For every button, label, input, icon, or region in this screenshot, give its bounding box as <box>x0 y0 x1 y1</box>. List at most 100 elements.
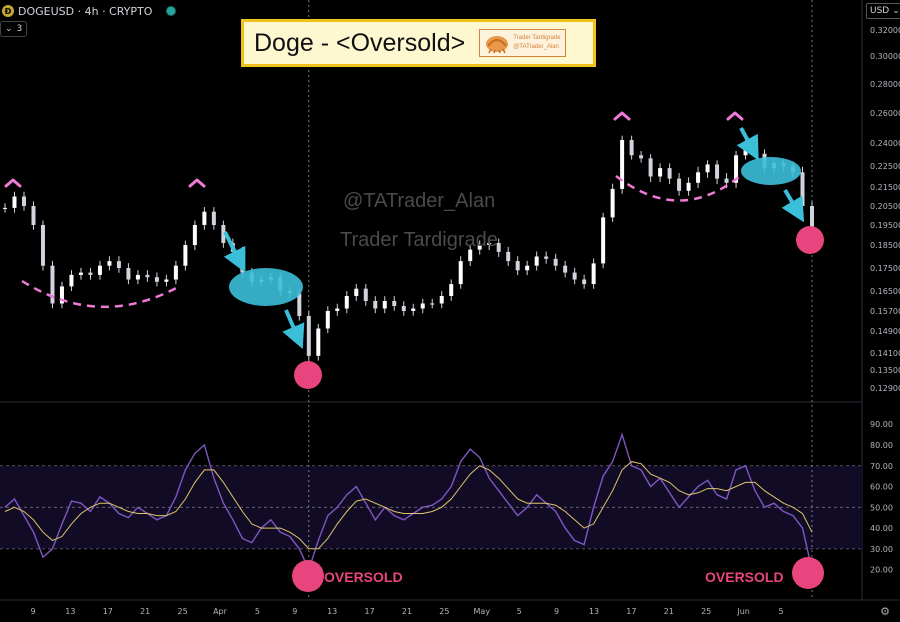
market-status-icon <box>166 6 177 16</box>
down-arrow-icon <box>282 309 305 350</box>
candle-body <box>468 249 473 262</box>
indicator-toggle-button[interactable]: ⌄ 3 <box>0 21 28 37</box>
price-tick-label: 0.22500 <box>870 162 900 171</box>
time-tick-label: 21 <box>664 607 674 616</box>
candle-body <box>211 211 216 225</box>
candle-body <box>430 303 435 305</box>
candle-body <box>344 296 349 309</box>
candle-body <box>126 268 131 280</box>
candle-body <box>667 168 672 179</box>
candle-body <box>173 265 178 280</box>
gear-icon[interactable]: ⚙ <box>880 605 890 618</box>
candle-body <box>648 158 653 177</box>
candle-body <box>116 261 121 268</box>
time-tick-label: Apr <box>213 607 228 616</box>
time-tick-label: 17 <box>103 607 113 616</box>
currency-dropdown[interactable]: USD ⌄ <box>866 3 900 19</box>
price-tick-label: 0.30000 <box>870 52 900 61</box>
candle-body <box>496 243 501 252</box>
oversold-marker <box>292 560 324 592</box>
down-arrow-icon <box>223 231 246 273</box>
rsi-tick-label: 70.00 <box>870 462 893 471</box>
peak-caret-icon <box>188 178 206 188</box>
oversold-marker <box>796 226 824 254</box>
candle-body <box>572 272 577 280</box>
candle-body <box>183 245 188 266</box>
peak-caret-icon <box>726 111 744 121</box>
time-tick-label: 9 <box>554 607 559 616</box>
chart-title: Doge - <Oversold> <box>254 28 466 57</box>
rsi-series <box>4 432 813 572</box>
rsi-tick-label: 90.00 <box>870 420 893 429</box>
candle-body <box>591 263 596 285</box>
currency-label: USD <box>870 6 890 16</box>
candle-body <box>97 265 102 275</box>
price-tick-label: 0.16500 <box>870 287 900 296</box>
candle-body <box>164 279 169 282</box>
price-tick-label: 0.21500 <box>870 183 900 192</box>
symbol-header[interactable]: Ð DOGEUSD · 4h · CRYPTO <box>2 3 177 19</box>
indicator-count: 3 <box>16 24 23 34</box>
candle-body <box>800 172 805 206</box>
price-tick-label: 0.13500 <box>870 366 900 375</box>
crosshair-lines <box>308 0 813 600</box>
chevron-down-icon: ⌄ <box>5 24 13 34</box>
time-tick-label: 13 <box>65 607 75 616</box>
candle-body <box>401 306 406 311</box>
consolidation-zone <box>741 157 801 185</box>
candle-body <box>135 274 140 280</box>
rsi-axis[interactable]: 90.00 80.00 70.00 60.00 50.00 40.00 30.00 20.00 <box>870 420 893 574</box>
time-tick-label: Jun <box>736 607 750 616</box>
candle-body <box>563 265 568 273</box>
candle-body <box>696 172 701 183</box>
candle-body <box>686 182 691 191</box>
time-tick-label: 21 <box>402 607 412 616</box>
tardigrade-logo-icon <box>486 36 509 54</box>
candle-body <box>145 274 150 278</box>
time-tick-label: 17 <box>626 607 636 616</box>
time-tick-label: May <box>474 607 491 616</box>
candle-body <box>221 225 226 243</box>
price-tick-label: 0.17500 <box>870 264 900 273</box>
candle-body <box>306 316 311 356</box>
candle-body <box>40 225 45 266</box>
watermark-handle: @TATrader_Alan <box>343 190 496 212</box>
candle-body <box>354 288 359 296</box>
time-tick-label: 9 <box>30 607 35 616</box>
candle-body <box>705 164 710 173</box>
price-tick-label: 0.18500 <box>870 241 900 250</box>
doge-coin-icon: Ð <box>2 5 14 17</box>
candle-body <box>420 303 425 309</box>
symbol-label[interactable]: DOGEUSD · 4h · CRYPTO <box>18 4 153 18</box>
time-tick-label: 13 <box>589 607 599 616</box>
oversold-label: OVERSOLD <box>705 569 784 585</box>
rsi-line <box>4 432 813 572</box>
oversold-marker <box>792 557 824 589</box>
candle-body <box>202 211 207 225</box>
time-tick-label: 5 <box>517 607 522 616</box>
rsi-band <box>0 0 900 601</box>
candle-body <box>392 301 397 306</box>
time-axis: 9 13 17 21 25 Apr 5 9 13 17 21 25 May 5 9 13 17 21 25 Jun 5 <box>30 607 783 616</box>
candle-body <box>743 144 748 156</box>
candle-body <box>154 277 159 282</box>
candle-body <box>78 272 83 275</box>
badge-line-2: @TATrader_Alan <box>513 44 559 50</box>
candle-body <box>582 279 587 285</box>
candle-body <box>639 155 644 159</box>
candle-body <box>724 178 729 183</box>
candle-body <box>69 274 74 287</box>
rsi-ma-line <box>4 461 813 550</box>
chevron-down-icon: ⌄ <box>892 6 900 16</box>
candle-body <box>373 301 378 309</box>
candle-body <box>677 178 682 191</box>
candle-body <box>439 296 444 304</box>
price-axis[interactable]: 0.32000 0.30000 0.28000 0.26000 0.24000 0.225… <box>870 26 900 393</box>
rsi-tick-label: 40.00 <box>870 524 893 533</box>
down-arrow-icon <box>781 188 805 223</box>
peak-caret-icon <box>4 178 22 188</box>
candle-body <box>31 206 36 225</box>
candle-body <box>458 261 463 285</box>
time-tick-label: 25 <box>178 607 188 616</box>
